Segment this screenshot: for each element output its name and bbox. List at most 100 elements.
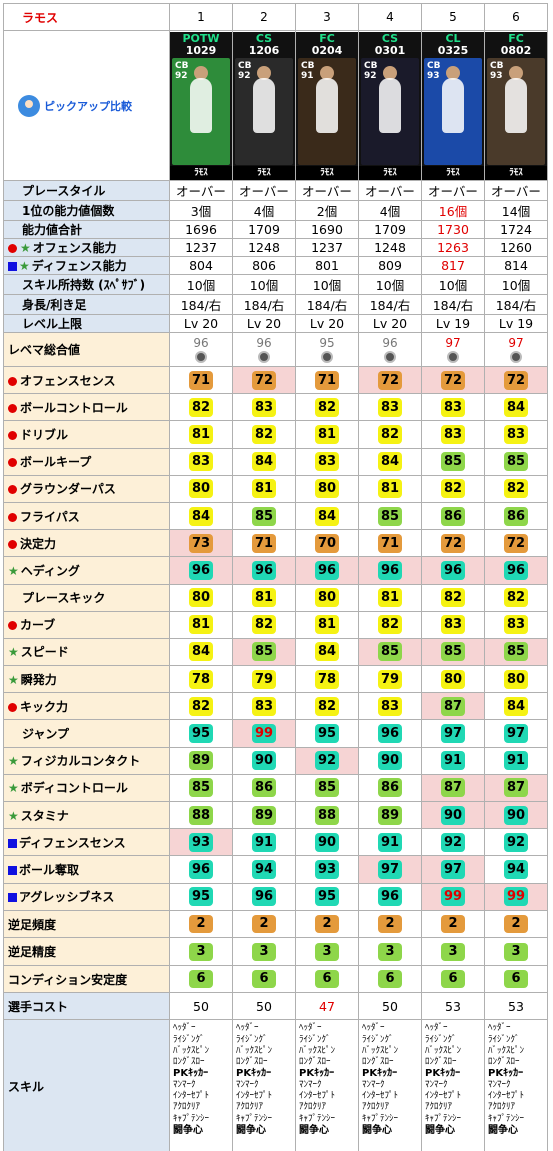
- stat-cell: 81: [358, 583, 422, 612]
- stat-cell: 97: [484, 719, 548, 748]
- total-rating-cell: 97: [421, 332, 485, 367]
- player-card[interactable]: FC 0204 CB 91 ﾗﾓｽ: [295, 30, 359, 181]
- skill-item: ｷｬﾌﾟﾃﾝｼｰ: [173, 1113, 210, 1124]
- player-card[interactable]: CS 1206 CB 92 ﾗﾓｽ: [232, 30, 296, 181]
- stat-badge: 81: [378, 479, 402, 499]
- skill-item: PKｷｯｶｰ: [488, 1068, 524, 1080]
- star-icon: ★: [19, 259, 30, 273]
- stat-badge: 83: [189, 452, 213, 472]
- row-label-text: 1位の能力値個数: [22, 204, 115, 218]
- stat-cell: 72: [484, 365, 548, 395]
- stat-cell: 84: [484, 393, 548, 422]
- player-card[interactable]: POTW 1029 CB 92 ﾗﾓｽ: [169, 30, 233, 181]
- stat-badge: 97: [441, 859, 465, 879]
- stat-badge: 80: [315, 588, 339, 608]
- row-label: 逆足頻度: [3, 909, 170, 939]
- row-label-text: グラウンダーパス: [20, 482, 116, 497]
- foot-stat-cell: 6: [169, 964, 233, 994]
- row-label-text: ヘディング: [20, 563, 80, 578]
- info-value: Lv 20: [358, 314, 422, 333]
- stat-badge: 99: [252, 724, 276, 744]
- skill-item: ﾗｲｼﾞﾝｸﾞ: [173, 1034, 205, 1045]
- stat-badge: 91: [441, 751, 465, 771]
- stat-cell: 85: [484, 447, 548, 476]
- row-label-text: 身長/利き足: [22, 298, 87, 312]
- foot-stat-cell: 2: [232, 909, 296, 939]
- skill-item: ﾏﾝﾏｰｸ: [362, 1079, 385, 1090]
- stat-cell: 90: [421, 800, 485, 830]
- offense-dot-icon: [8, 702, 17, 712]
- stat-badge: 95: [315, 724, 339, 744]
- total-rating-cell: 96: [358, 332, 422, 367]
- card-code: 0301: [374, 43, 406, 57]
- row-label: オフェンスセンス: [3, 365, 170, 395]
- row-label-text: スキル: [8, 1079, 45, 1094]
- player-card[interactable]: FC 0802 CB 93 ﾗﾓｽ: [484, 30, 548, 181]
- info-value: 1260: [484, 238, 548, 257]
- row-label: ドリブル: [3, 420, 170, 449]
- foot-stat-badge: 6: [252, 970, 276, 988]
- stat-cell: 82: [358, 420, 422, 449]
- stat-cell: 90: [232, 746, 296, 775]
- skill-item: ｲﾝﾀｰｾﾌﾟﾄ: [299, 1091, 336, 1102]
- skill-item: ﾍｯﾀﾞｰ: [299, 1023, 322, 1034]
- player-image: CB 92: [361, 57, 419, 165]
- stat-badge: 78: [315, 669, 339, 689]
- info-value: 184/右: [295, 294, 359, 315]
- stat-cell: 82: [169, 393, 233, 422]
- card-rating: 91: [301, 70, 314, 81]
- stat-row: ★ スピード 84 85 84 85 85 85: [3, 637, 548, 667]
- pickup-cell[interactable]: ピックアップ比較: [3, 30, 170, 181]
- card-event: FC: [319, 31, 335, 45]
- stat-badge: 91: [252, 832, 276, 852]
- stat-badge: 83: [315, 452, 339, 472]
- stat-cell: 82: [232, 420, 296, 449]
- stat-badge: 82: [504, 479, 528, 499]
- foot-stat-cell: 2: [295, 909, 359, 939]
- player-image: CB 93: [487, 57, 545, 165]
- card-name: ﾗﾓｽ: [170, 165, 232, 180]
- row-label-text: レベマ総合値: [8, 343, 81, 357]
- stat-cell: 83: [421, 393, 485, 422]
- star-icon: ★: [8, 754, 19, 769]
- stat-badge: 82: [378, 424, 402, 444]
- foot-stat-cell: 3: [484, 937, 548, 966]
- card-position: CB: [175, 60, 189, 71]
- player-card[interactable]: CS 0301 CB 92 ﾗﾓｽ: [358, 30, 422, 181]
- stat-cell: 81: [232, 583, 296, 612]
- comparison-table: ラモス 1 2 3 4 5 6 ピックアップ比較 POTW 1029 CB 92 ﾗﾓｽ CS 1206 CB…: [3, 3, 548, 1151]
- info-row: スキル所持数 (ｽﾍﾟｻﾌﾞ) 10個 10個 10個 10個 10個 10個: [3, 274, 548, 295]
- pickup-compare-link[interactable]: ピックアップ比較: [44, 99, 132, 113]
- skill-item: PKｷｯｶｰ: [236, 1068, 272, 1080]
- foot-stat-cell: 3: [295, 937, 359, 966]
- info-value: 1696: [169, 220, 233, 239]
- skill-item: ﾗｲｼﾞﾝｸﾞ: [488, 1034, 520, 1045]
- stat-badge: 82: [252, 615, 276, 635]
- total-rating-cell: 95: [295, 332, 359, 367]
- stat-cell: 80: [295, 474, 359, 503]
- stat-badge: 87: [441, 696, 465, 716]
- stat-badge: 90: [504, 805, 528, 825]
- skill-item: ﾊﾞｯｸｽﾋﾟﾝ: [236, 1045, 273, 1056]
- skill-item: ﾛﾝｸﾞｽﾛｰ: [299, 1057, 331, 1068]
- stat-cell: 84: [484, 692, 548, 721]
- foot-stat-badge: 2: [252, 915, 276, 933]
- card-name: ﾗﾓｽ: [233, 165, 295, 180]
- player-card[interactable]: CL 0325 CB 93 ﾗﾓｽ: [421, 30, 485, 181]
- card-name: ﾗﾓｽ: [422, 165, 484, 180]
- cost-value: 50: [358, 992, 422, 1021]
- row-label-text: ボディコントロール: [20, 781, 128, 796]
- row-label: フライパス: [3, 501, 170, 531]
- skill-item: ｷｬﾌﾟﾃﾝｼｰ: [362, 1113, 399, 1124]
- stat-cell: 86: [358, 773, 422, 803]
- stat-badge: 88: [315, 805, 339, 825]
- stat-cell: 86: [421, 501, 485, 531]
- card-rating: 92: [175, 70, 188, 81]
- stat-badge: 83: [252, 397, 276, 417]
- stat-badge: 87: [441, 778, 465, 798]
- foot-stat-badge: 3: [441, 942, 465, 961]
- stat-cell: 83: [232, 692, 296, 721]
- info-value: オーバー: [295, 180, 359, 201]
- skill-item: ﾊﾞｯｸｽﾋﾟﾝ: [173, 1045, 210, 1056]
- stat-badge: 84: [315, 642, 339, 662]
